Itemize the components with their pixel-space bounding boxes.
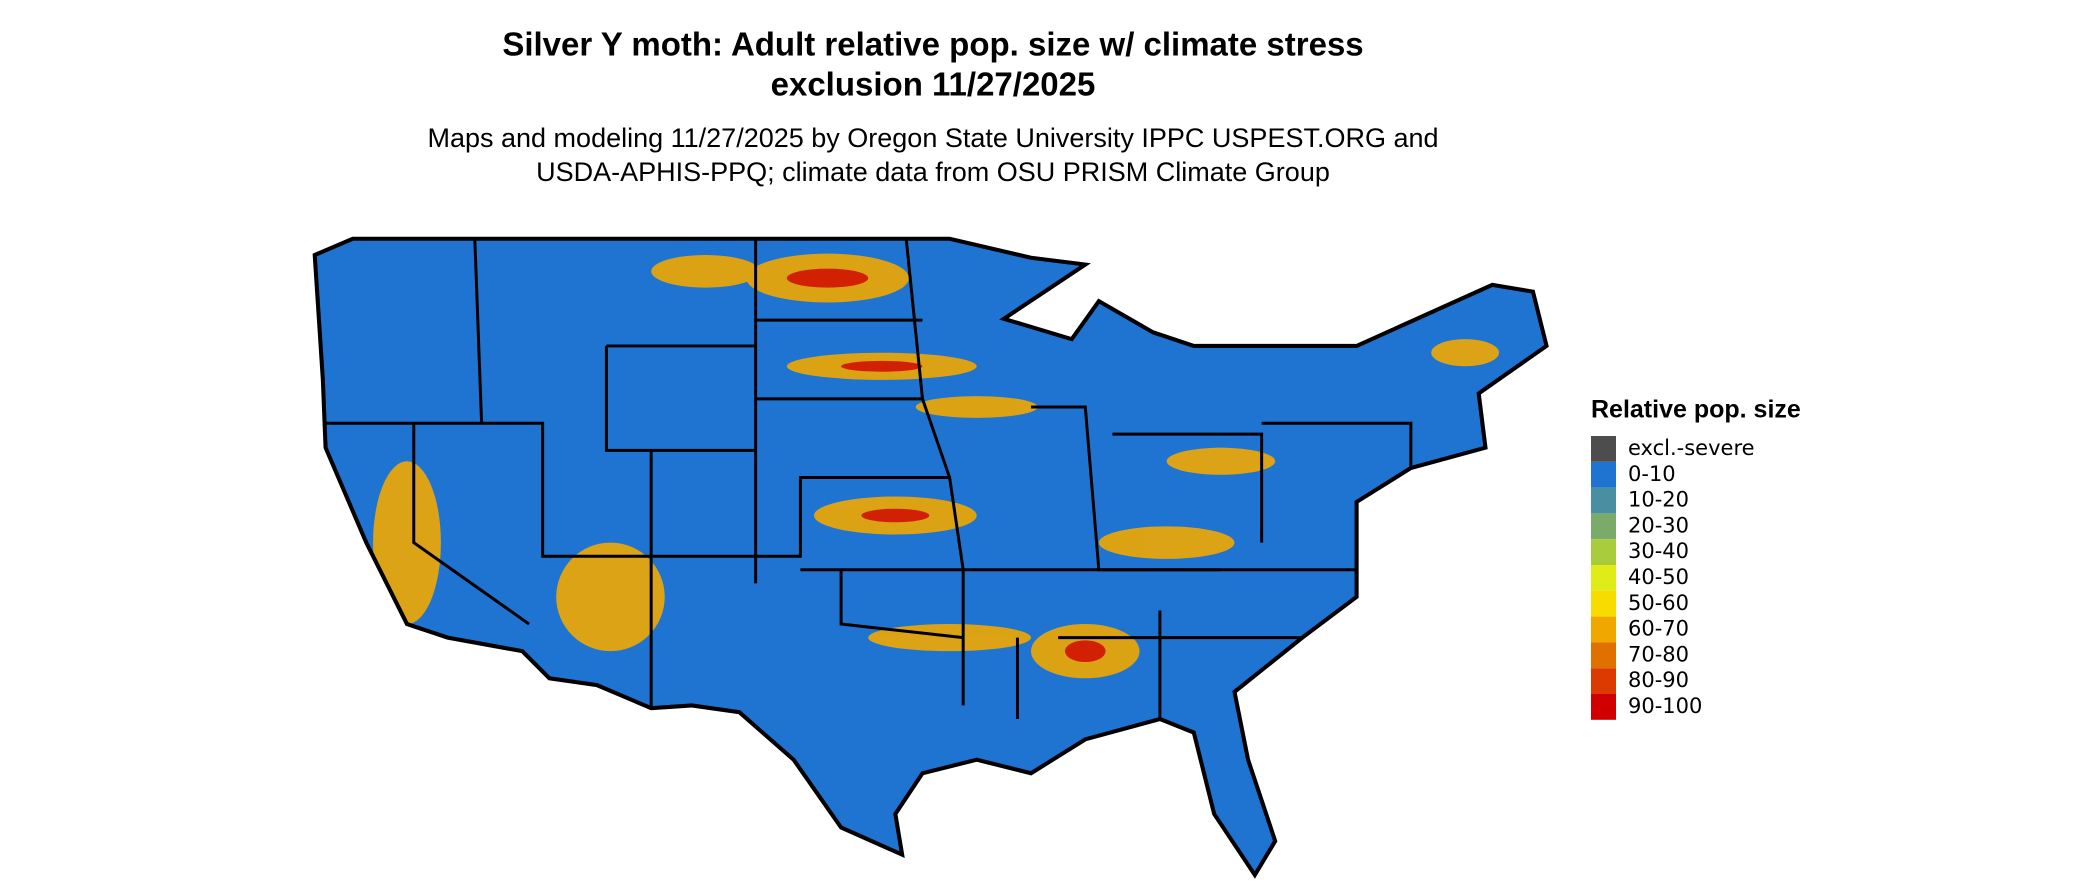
legend-swatch	[1591, 487, 1616, 514]
legend-label: excl.-severe	[1628, 436, 1755, 460]
legend-swatch	[1591, 513, 1616, 540]
legend-label: 60-70	[1628, 617, 1689, 641]
legend-swatch	[1591, 642, 1616, 669]
legend-label: 10-20	[1628, 488, 1689, 512]
legend-label: 20-30	[1628, 513, 1689, 537]
legend-swatch	[1591, 565, 1616, 591]
legend-label: 40-50	[1628, 565, 1689, 589]
legend-label: 90-100	[1628, 694, 1702, 718]
legend-label: 70-80	[1628, 642, 1689, 666]
legend-label: 50-60	[1628, 591, 1689, 615]
legend-swatch	[1591, 539, 1616, 565]
legend-swatch	[1591, 436, 1616, 462]
legend-swatch	[1591, 590, 1616, 617]
legend-swatch	[1591, 668, 1616, 694]
us-map	[312, 236, 1549, 879]
subtitle: USDA-APHIS-PPQ; climate data from OSU PR…	[536, 157, 1330, 187]
legend-title: Relative pop. size	[1591, 396, 1801, 424]
legend-swatch	[1591, 694, 1616, 720]
legend-swatch	[1591, 616, 1616, 643]
legend-label: 30-40	[1628, 539, 1689, 563]
legend-swatch	[1591, 461, 1616, 488]
title: Silver Y moth: Adult relative pop. size …	[502, 26, 1363, 63]
subtitle: Maps and modeling 11/27/2025 by Oregon S…	[427, 123, 1438, 153]
legend: excl.-severe0-1010-2020-3030-4040-5050-6…	[1591, 436, 1755, 720]
title: exclusion 11/27/2025	[771, 66, 1096, 103]
legend-label: 80-90	[1628, 668, 1689, 692]
legend-label: 0-10	[1628, 462, 1676, 486]
